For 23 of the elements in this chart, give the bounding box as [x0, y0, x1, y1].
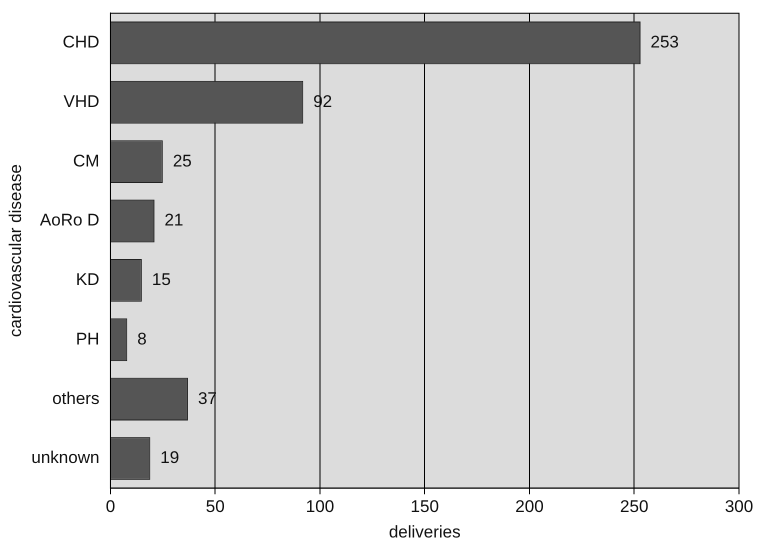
- x-tick-label: 50: [206, 497, 225, 516]
- y-tick-label: VHD: [64, 92, 100, 111]
- data-label: 21: [164, 210, 184, 230]
- x-tick-label: 100: [306, 497, 334, 516]
- y-tick-label: others: [52, 388, 100, 408]
- y-axis-title: cardiovascular disease: [6, 164, 25, 338]
- y-tick-label: CM: [72, 151, 100, 170]
- x-axis-title: deliveries: [388, 522, 461, 542]
- y-tick-label: KD: [76, 270, 100, 290]
- data-label: 253: [650, 32, 679, 52]
- y-tick-label: AoRo D: [40, 210, 100, 230]
- x-tick-label: 250: [620, 497, 648, 516]
- x-tick-label: 150: [410, 497, 439, 516]
- data-label: 25: [172, 151, 192, 170]
- y-tick-label: CHD: [62, 32, 100, 52]
- data-label: 8: [137, 329, 147, 348]
- x-tick-label: 300: [724, 497, 754, 516]
- data-label: 19: [160, 448, 180, 468]
- x-tick-label: 200: [515, 497, 544, 516]
- y-tick-label: unknown: [31, 448, 100, 468]
- y-tick-label: PH: [76, 329, 100, 348]
- x-tick-label: 0: [106, 497, 116, 516]
- data-label: 15: [152, 270, 171, 290]
